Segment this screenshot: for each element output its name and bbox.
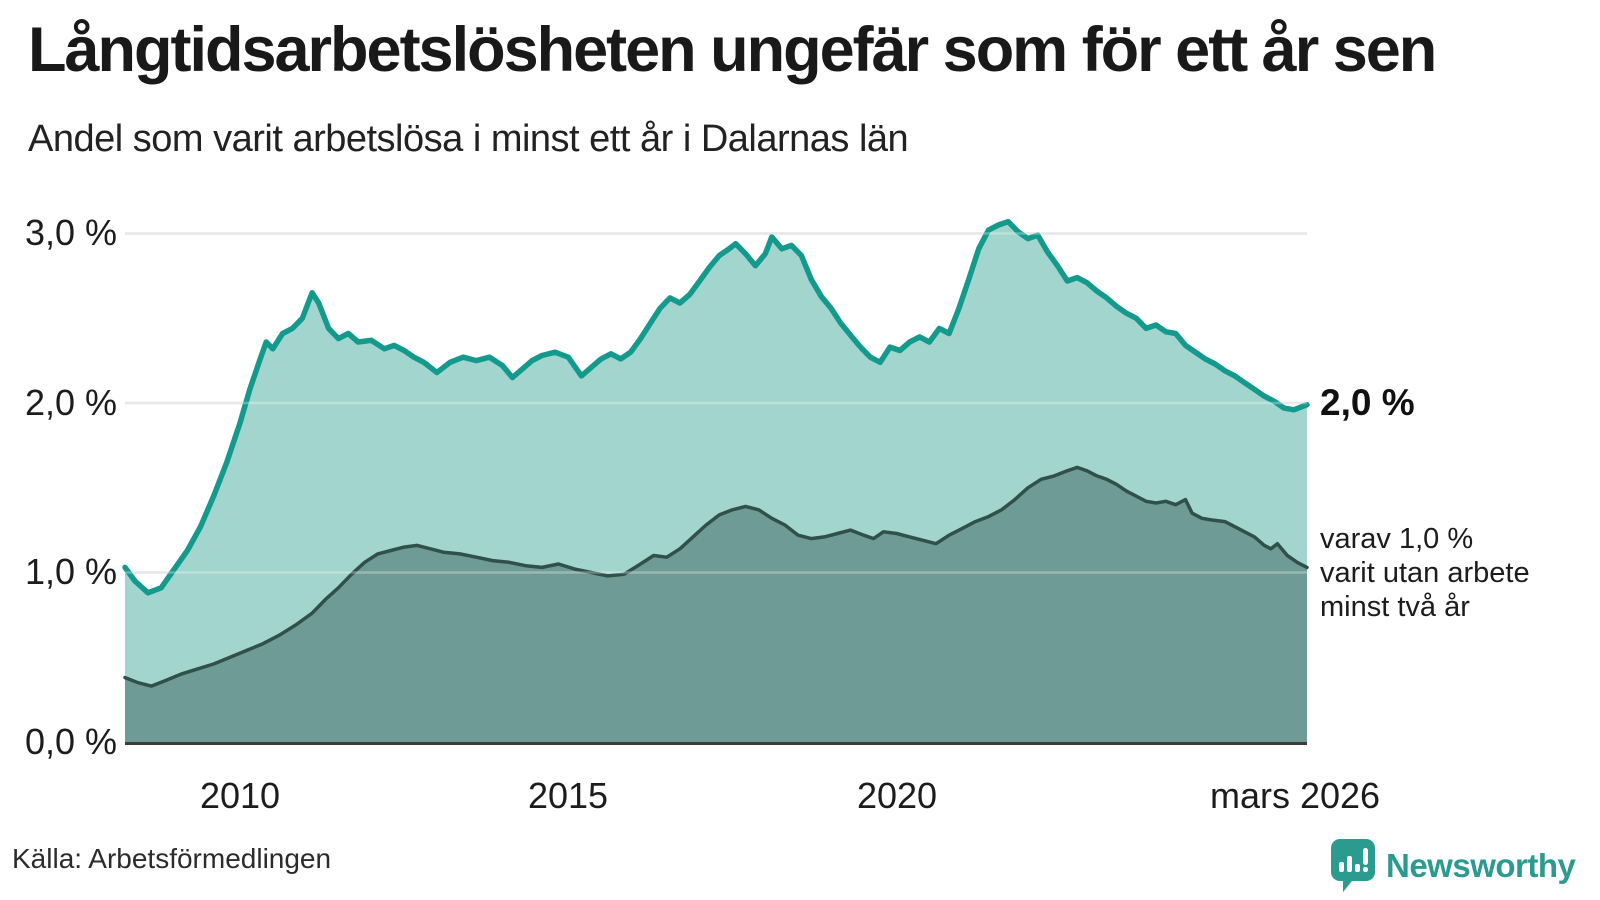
y-tick-0: 0,0 % bbox=[24, 721, 117, 762]
x-tick-2020: 2020 bbox=[856, 775, 938, 816]
series-two-years-line bbox=[123, 465, 1309, 688]
page-title: Långtidsarbetslösheten ungefär som för e… bbox=[28, 15, 1437, 85]
y-tick-1: 1,0 % bbox=[24, 551, 117, 592]
source-note: Källa: Arbetsförmedlingen bbox=[12, 843, 332, 874]
series-one-year-line bbox=[122, 218, 1310, 596]
y-tick-2: 2,0 % bbox=[24, 382, 117, 423]
series-two-years-area bbox=[125, 467, 1307, 742]
secondary-note-line-1: varav 1,0 % bbox=[1320, 523, 1474, 555]
newsworthy-wordmark: Newsworthy bbox=[1386, 847, 1576, 884]
secondary-note-line-2: varit utan arbete bbox=[1320, 557, 1530, 589]
y-tick-3: 3,0 % bbox=[24, 212, 117, 253]
secondary-note-line-3: minst två år bbox=[1320, 591, 1470, 623]
page-subtitle: Andel som varit arbetslösa i minst ett å… bbox=[28, 118, 909, 160]
x-tick-2010: 2010 bbox=[199, 775, 281, 816]
x-tick-2015: 2015 bbox=[527, 775, 609, 816]
gridlines-overlay bbox=[125, 232, 1307, 574]
newsworthy-bars-icon bbox=[1330, 838, 1376, 894]
secondary-series-note: varav 1,0 % varit utan arbete minst två … bbox=[1320, 522, 1530, 624]
x-tick-mars-2026: mars 2026 bbox=[1209, 775, 1381, 816]
newsworthy-logo[interactable]: Newsworthy bbox=[1330, 838, 1590, 894]
end-value-label: 2,0 % bbox=[1320, 382, 1415, 423]
